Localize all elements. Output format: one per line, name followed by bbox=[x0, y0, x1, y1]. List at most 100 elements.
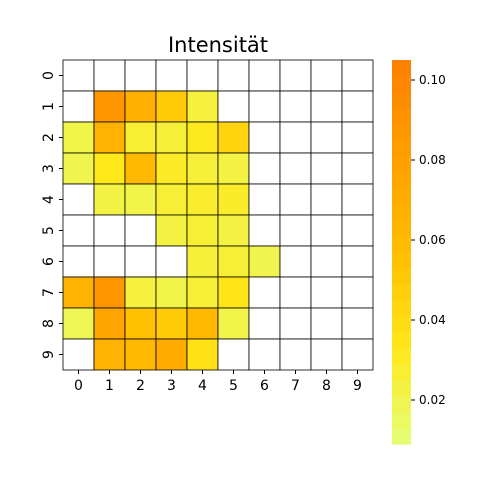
heatmap-cell bbox=[124, 152, 157, 185]
y-tick-label: 5 bbox=[41, 226, 57, 235]
y-tick-label: 7 bbox=[41, 288, 57, 297]
colorbar-band bbox=[392, 172, 411, 189]
x-tick-label: 8 bbox=[322, 378, 331, 394]
heatmap-cell bbox=[310, 214, 343, 247]
heatmap-cell bbox=[341, 59, 374, 92]
heatmap-cell bbox=[186, 245, 219, 278]
colorbar-band bbox=[392, 220, 411, 237]
heatmap-cell bbox=[186, 152, 219, 185]
x-tick-label: 0 bbox=[74, 378, 83, 394]
y-axis: 0 1 2 3 4 5 6 7 8 9 bbox=[41, 71, 63, 359]
heatmap-cell bbox=[93, 90, 126, 123]
colorbar-tick-label: 0.08 bbox=[419, 153, 446, 167]
heatmap-cell bbox=[93, 214, 126, 247]
y-tick-label: 2 bbox=[41, 133, 57, 142]
x-tick-label: 4 bbox=[198, 378, 207, 394]
heatmap-cell bbox=[124, 214, 157, 247]
colorbar-band bbox=[392, 380, 411, 397]
heatmap-cell bbox=[217, 121, 250, 154]
colorbar-tick-label: 0.10 bbox=[419, 73, 446, 87]
heatmap-cell bbox=[217, 214, 250, 247]
heatmap-cell bbox=[186, 276, 219, 309]
heatmap-cell bbox=[93, 276, 126, 309]
heatmap-cell bbox=[186, 90, 219, 123]
colorbar-band bbox=[392, 300, 411, 317]
heatmap-cell bbox=[124, 183, 157, 216]
heatmap-cell bbox=[310, 90, 343, 123]
heatmap-cell bbox=[62, 245, 95, 278]
heatmap-cell bbox=[155, 245, 188, 278]
x-tick-label: 3 bbox=[167, 378, 176, 394]
y-tick-label: 0 bbox=[41, 71, 57, 80]
heatmap-cell bbox=[248, 276, 281, 309]
colorbar-band bbox=[392, 108, 411, 125]
heatmap-cell bbox=[93, 59, 126, 92]
heatmap-cell bbox=[279, 276, 312, 309]
heatmap-cell bbox=[155, 121, 188, 154]
heatmap-cell bbox=[93, 245, 126, 278]
heatmap-cell bbox=[341, 183, 374, 216]
heatmap-cell bbox=[93, 183, 126, 216]
chart-title: Intensität bbox=[168, 33, 268, 57]
x-axis: 0 1 2 3 4 5 6 7 8 9 bbox=[74, 370, 362, 394]
heatmap-cell bbox=[124, 276, 157, 309]
y-tick-label: 3 bbox=[41, 164, 57, 173]
y-tick-label: 6 bbox=[41, 257, 57, 266]
colorbar-band bbox=[392, 60, 411, 77]
heatmap-cell bbox=[248, 183, 281, 216]
colorbar-band bbox=[392, 140, 411, 157]
heatmap-cell bbox=[155, 214, 188, 247]
x-tick-label: 2 bbox=[136, 378, 145, 394]
heatmap-cell bbox=[279, 90, 312, 123]
heatmap-cell bbox=[217, 59, 250, 92]
heatmap-cell bbox=[155, 338, 188, 371]
heatmap-cell bbox=[186, 214, 219, 247]
y-tick-label: 4 bbox=[41, 195, 57, 204]
heatmap-cell bbox=[155, 307, 188, 340]
heatmap-cell bbox=[310, 276, 343, 309]
colorbar-band bbox=[392, 348, 411, 365]
heatmap-cell bbox=[217, 245, 250, 278]
heatmap-cell bbox=[62, 183, 95, 216]
x-tick-label: 1 bbox=[105, 378, 114, 394]
heatmap-cell bbox=[310, 245, 343, 278]
heatmap-cell bbox=[93, 152, 126, 185]
heatmap-cell bbox=[248, 121, 281, 154]
x-tick-label: 9 bbox=[353, 378, 362, 394]
colorbar-band bbox=[392, 332, 411, 349]
heatmap-cell bbox=[186, 183, 219, 216]
heatmap-cell bbox=[248, 338, 281, 371]
colorbar-band bbox=[392, 76, 411, 93]
heatmap-cell bbox=[217, 90, 250, 123]
heatmap-cell bbox=[310, 152, 343, 185]
heatmap-cell bbox=[124, 121, 157, 154]
y-tick-label: 9 bbox=[41, 350, 57, 359]
colorbar-band bbox=[392, 364, 411, 381]
heatmap-cell bbox=[248, 214, 281, 247]
heatmap-cell bbox=[186, 338, 219, 371]
heatmap-cell bbox=[62, 214, 95, 247]
heatmap-cell bbox=[124, 90, 157, 123]
heatmap-cell bbox=[279, 59, 312, 92]
heatmap-cell bbox=[155, 90, 188, 123]
heatmap-cell bbox=[124, 307, 157, 340]
heatmap-cell bbox=[217, 276, 250, 309]
heatmap-cell bbox=[217, 183, 250, 216]
heatmap-cell bbox=[279, 152, 312, 185]
heatmap-cell bbox=[217, 338, 250, 371]
colorbar-band bbox=[392, 92, 411, 109]
colorbar-band bbox=[392, 252, 411, 269]
colorbar-band bbox=[392, 268, 411, 285]
colorbar-band bbox=[392, 204, 411, 221]
heatmap-cell bbox=[279, 183, 312, 216]
heatmap-cell bbox=[341, 245, 374, 278]
heatmap-cell bbox=[310, 307, 343, 340]
heatmap-cell bbox=[62, 307, 95, 340]
heatmap-cell bbox=[248, 245, 281, 278]
colorbar-band bbox=[392, 284, 411, 301]
heatmap-cell bbox=[279, 245, 312, 278]
heatmap-cell bbox=[155, 276, 188, 309]
heatmap-cell bbox=[124, 338, 157, 371]
heatmap-cell bbox=[310, 183, 343, 216]
